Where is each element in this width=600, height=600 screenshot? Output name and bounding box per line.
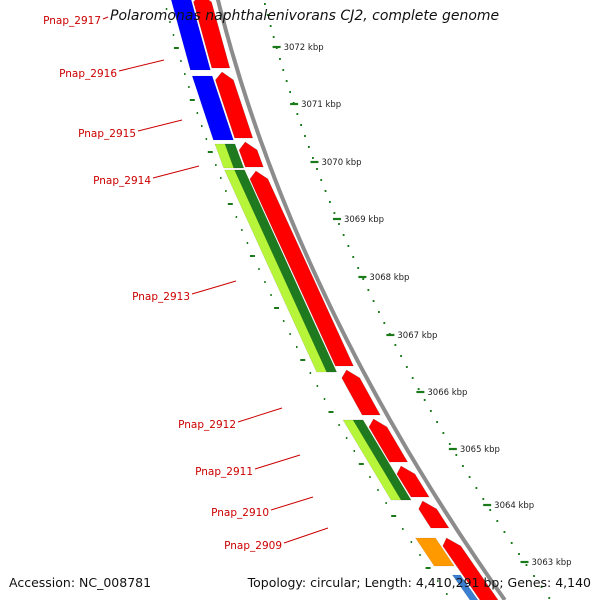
- gene-label[interactable]: Pnap_2914: [93, 175, 151, 187]
- scale-label: 3065 kbp: [460, 445, 500, 455]
- forward-gene-arrow: [368, 418, 409, 463]
- scale-label: 3066 kbp: [427, 388, 467, 398]
- forward-gene-arrow: [396, 465, 430, 498]
- scale-label: 3068 kbp: [369, 273, 409, 283]
- gene-leader-line: [191, 280, 237, 295]
- forward-gene-arrow: [215, 71, 254, 139]
- cog-category-band: [191, 75, 234, 141]
- gene-leader-line: [118, 59, 165, 72]
- scale-label: 3070 kbp: [321, 158, 361, 168]
- gene-label[interactable]: Pnap_2909: [224, 540, 282, 552]
- accession-text: Accession: NC_008781: [9, 575, 152, 590]
- cog-category-band: [170, 0, 211, 71]
- gene-leader-line: [254, 454, 301, 470]
- forward-gene-arrow: [418, 500, 450, 529]
- scale-label: 3067 kbp: [397, 331, 437, 341]
- gene-leader-line: [283, 527, 329, 544]
- gene-label[interactable]: Pnap_2912: [178, 419, 236, 431]
- cog-category-band: [415, 537, 455, 567]
- map-title: Polaromonas naphthalenivorans CJ2, compl…: [110, 8, 500, 24]
- gene-label[interactable]: Pnap_2915: [78, 128, 136, 140]
- gene-leader-line: [270, 496, 314, 511]
- forward-gene-arrow: [249, 170, 354, 367]
- cog-category-band: [451, 574, 479, 600]
- gene-label[interactable]: Pnap_2917: [43, 15, 101, 27]
- gene-label[interactable]: Pnap_2913: [132, 291, 190, 303]
- genome-summary-text: Topology: circular; Length: 4,410,291 bp…: [247, 575, 591, 590]
- gene-leader-line: [237, 407, 283, 423]
- scale-label: 3071 kbp: [301, 100, 341, 110]
- backbone-ring: [215, 0, 507, 600]
- forward-gene-arrow: [238, 141, 264, 168]
- gene-label[interactable]: Pnap_2911: [195, 466, 253, 478]
- scale-label: 3072 kbp: [284, 43, 324, 53]
- gene-leader-line: [137, 119, 183, 132]
- forward-gene-arrow: [193, 0, 231, 69]
- gene-label[interactable]: Pnap_2910: [211, 507, 269, 519]
- cog-category-stripe: [224, 143, 245, 169]
- cog-category-stripe: [234, 169, 337, 373]
- scale-label: 3069 kbp: [344, 215, 384, 225]
- cog-category-stripe: [352, 419, 412, 501]
- scale-label: 3064 kbp: [494, 501, 534, 511]
- gene-leader-line: [102, 16, 109, 20]
- gene-label[interactable]: Pnap_2916: [59, 68, 117, 80]
- forward-gene-arrow: [341, 369, 381, 416]
- gene-leader-line: [152, 165, 200, 179]
- forward-gene-arrow: [442, 537, 499, 600]
- scale-label: 3063 kbp: [532, 558, 572, 568]
